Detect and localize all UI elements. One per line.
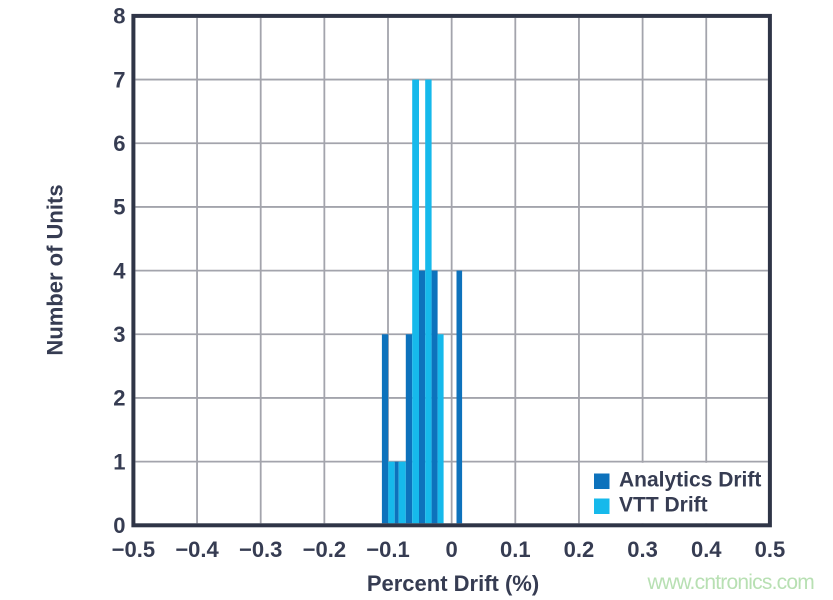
svg-text:0.4: 0.4 — [691, 537, 722, 562]
svg-text:0.5: 0.5 — [755, 537, 786, 562]
svg-text:0: 0 — [446, 537, 458, 562]
svg-text:4: 4 — [113, 258, 126, 283]
svg-text:0.3: 0.3 — [627, 537, 658, 562]
svg-text:−0.1: −0.1 — [366, 537, 409, 562]
svg-text:3: 3 — [113, 322, 125, 347]
svg-text:−0.4: −0.4 — [175, 537, 219, 562]
svg-text:−0.3: −0.3 — [239, 537, 282, 562]
svg-text:−0.5: −0.5 — [112, 537, 155, 562]
svg-text:6: 6 — [113, 131, 125, 156]
svg-text:VTT Drift: VTT Drift — [619, 494, 708, 517]
svg-text:0.2: 0.2 — [564, 537, 595, 562]
svg-text:Percent Drift (%): Percent Drift (%) — [367, 571, 539, 596]
svg-text:www.cntronics.com: www.cntronics.com — [647, 571, 815, 594]
svg-text:0.1: 0.1 — [500, 537, 531, 562]
svg-text:2: 2 — [113, 386, 125, 411]
svg-text:7: 7 — [113, 67, 125, 92]
svg-text:0: 0 — [113, 513, 125, 538]
svg-text:1: 1 — [113, 449, 125, 474]
svg-text:5: 5 — [113, 195, 125, 220]
svg-text:Number of Units: Number of Units — [43, 184, 68, 355]
svg-text:8: 8 — [113, 4, 125, 29]
svg-text:Analytics Drift: Analytics Drift — [619, 469, 761, 492]
svg-text:−0.2: −0.2 — [303, 537, 346, 562]
